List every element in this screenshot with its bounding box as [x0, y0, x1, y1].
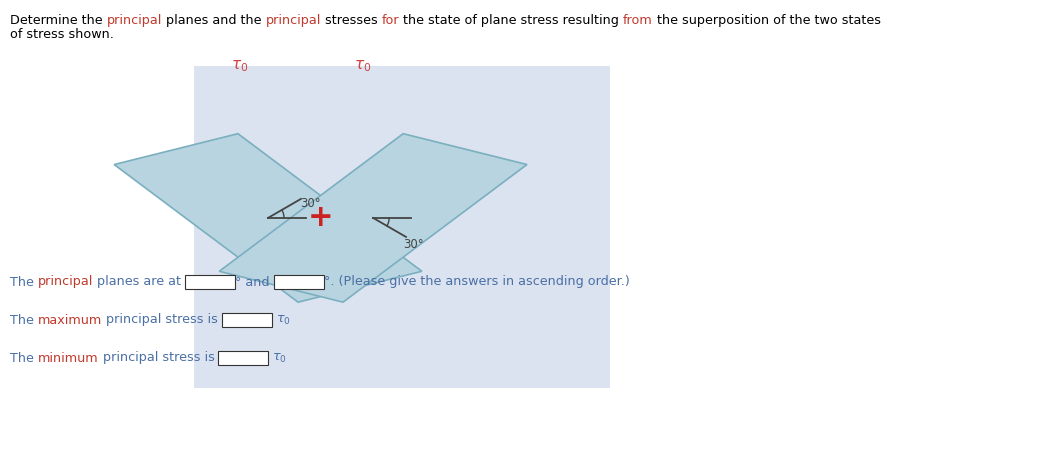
Text: planes and the: planes and the [162, 14, 266, 27]
Text: +: + [308, 203, 333, 232]
Text: principal stress is: principal stress is [99, 351, 219, 365]
Text: Determine the: Determine the [11, 14, 106, 27]
Text: 30°: 30° [301, 197, 321, 210]
Text: the state of plane stress resulting: the state of plane stress resulting [399, 14, 623, 27]
Text: 30°: 30° [404, 238, 425, 251]
Text: principal stress is: principal stress is [102, 314, 222, 326]
Text: from: from [623, 14, 653, 27]
Text: minimum: minimum [38, 351, 99, 365]
Text: for: for [382, 14, 399, 27]
Text: $\tau_0$: $\tau_0$ [231, 58, 248, 74]
Text: $\tau_0$: $\tau_0$ [268, 351, 287, 365]
Text: The: The [11, 314, 38, 326]
Text: $\tau_0$: $\tau_0$ [272, 313, 291, 326]
Text: the superposition of the two states: the superposition of the two states [653, 14, 881, 27]
Text: ° and: ° and [235, 276, 273, 288]
Text: principal: principal [266, 14, 321, 27]
Text: $\tau_0$: $\tau_0$ [354, 58, 371, 74]
Text: stresses: stresses [321, 14, 382, 27]
Text: °. (Please give the answers in ascending order.): °. (Please give the answers in ascending… [324, 276, 630, 288]
Text: principal: principal [106, 14, 162, 27]
Text: The: The [11, 351, 38, 365]
Text: planes are at: planes are at [94, 276, 185, 288]
Text: principal: principal [38, 276, 94, 288]
Text: The: The [11, 276, 38, 288]
Text: maximum: maximum [38, 314, 102, 326]
Text: of stress shown.: of stress shown. [11, 28, 114, 41]
